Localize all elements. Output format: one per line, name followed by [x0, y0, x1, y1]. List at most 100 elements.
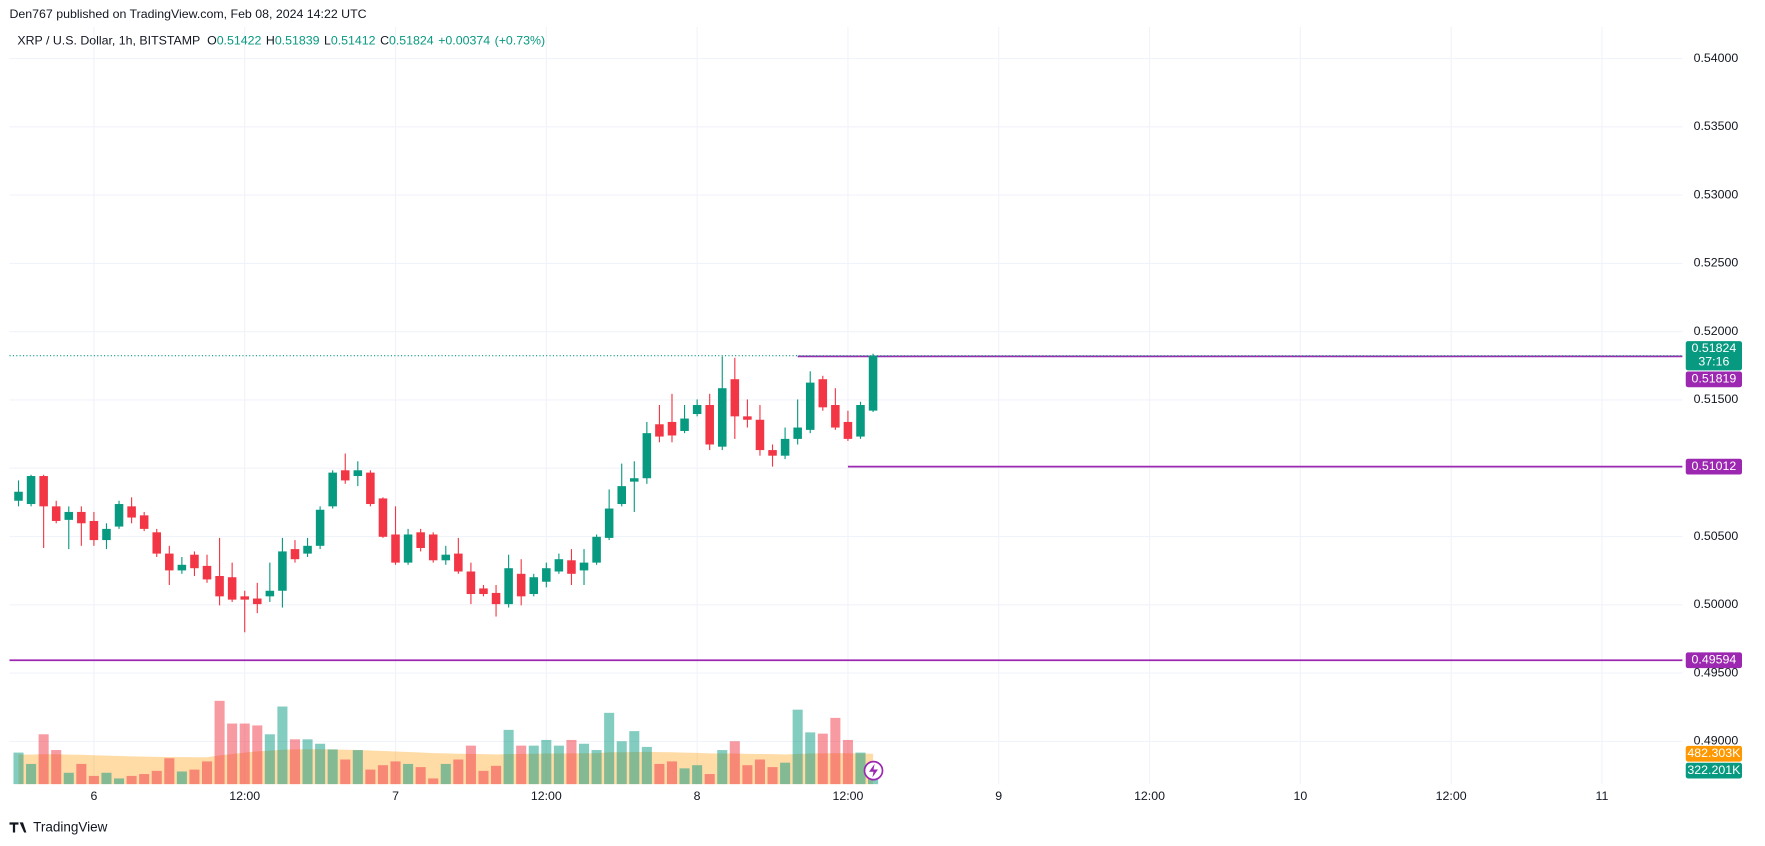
y-tick-label: 0.49500 — [1694, 665, 1739, 679]
volume-bar — [855, 752, 866, 785]
y-tick-label: 0.50000 — [1694, 597, 1739, 611]
candle-body — [454, 553, 463, 572]
price-badge-label: 322.201K — [1687, 763, 1741, 777]
volume-bar — [277, 706, 288, 785]
volume-bar — [189, 769, 200, 785]
candle-body — [340, 470, 350, 481]
candle-body — [504, 568, 513, 605]
footer-brand: TradingView — [33, 820, 108, 835]
price-badge — [1685, 652, 1742, 669]
x-tick-label: 12:00 — [1436, 789, 1467, 803]
volume-bar — [830, 717, 841, 785]
volume-bar — [440, 763, 451, 785]
indicator-icon[interactable] — [863, 760, 884, 781]
candle-body — [102, 528, 111, 541]
candle-body — [190, 554, 199, 569]
volume-bar — [805, 732, 816, 785]
candle-body — [730, 379, 740, 417]
volume-bar — [352, 750, 363, 785]
x-tick-label: 12:00 — [531, 789, 562, 803]
volume-bar — [629, 731, 640, 785]
candle-body — [139, 515, 149, 529]
candle-body — [51, 506, 61, 521]
volume-bar — [528, 745, 539, 785]
candle-body — [755, 419, 765, 451]
volume-bar — [252, 725, 263, 785]
candle-body — [303, 545, 312, 554]
candle-body — [39, 476, 48, 507]
candle-body — [529, 577, 539, 595]
y-tick-label: 0.50500 — [1694, 529, 1739, 543]
candle-body — [680, 418, 689, 431]
candle-body — [642, 433, 652, 479]
volume-bar — [692, 765, 703, 785]
x-tick-label: 6 — [90, 789, 97, 803]
volume-bar — [63, 772, 74, 785]
volume-bar — [239, 723, 250, 785]
footer-logo: TradingView — [9, 820, 108, 835]
candle-body — [77, 511, 86, 524]
candle-body — [617, 486, 626, 505]
attribution: Den767 published on TradingView.com, Feb… — [10, 7, 367, 21]
volume-bar — [76, 763, 87, 785]
price-badge-label: 0.51012 — [1692, 459, 1737, 473]
candle-body — [831, 405, 840, 428]
volume-bar — [679, 768, 690, 785]
x-tick-label: 7 — [392, 789, 399, 803]
price-badge-label: 0.49594 — [1692, 653, 1737, 667]
volume-bar — [792, 709, 803, 785]
volume-bar — [327, 749, 338, 785]
volume-bar — [51, 750, 62, 785]
volume-bar — [704, 774, 715, 785]
candle-body — [165, 553, 174, 571]
candle-body — [667, 421, 677, 436]
legend: XRP / U.S. Dollar, 1h, BITSTAMP O0.51422 H… — [17, 34, 545, 48]
volume-bar — [478, 770, 489, 785]
candle-body — [868, 355, 878, 411]
volume-bar — [754, 759, 765, 785]
y-tick-label: 0.54000 — [1694, 51, 1739, 65]
candle-body — [479, 588, 488, 595]
candle-body — [114, 504, 124, 527]
volume-bar — [503, 729, 514, 785]
candle-body — [177, 564, 187, 571]
candle-body — [717, 388, 727, 447]
candle-body — [466, 571, 476, 595]
x-tick-label: 12:00 — [832, 789, 863, 803]
volume-bar — [717, 750, 728, 785]
x-tick-label: 12:00 — [1134, 789, 1165, 803]
price-badge-label: 0.51824 — [1692, 341, 1737, 355]
candle-body — [403, 534, 413, 563]
volume-bar — [13, 752, 24, 785]
volume-bar — [390, 761, 401, 785]
price-badge — [1685, 745, 1742, 762]
y-tick-label: 0.49000 — [1694, 734, 1739, 748]
volume-bar — [139, 774, 150, 785]
candle-body — [366, 472, 375, 505]
volume-bar — [289, 739, 301, 785]
volume-bar — [566, 739, 577, 785]
candle-body — [215, 575, 224, 597]
volume-bar — [126, 775, 137, 785]
candle-body — [856, 405, 865, 437]
volume-bar — [151, 770, 162, 785]
y-tick-label: 0.53000 — [1694, 187, 1739, 201]
candle-body — [692, 405, 702, 415]
candle-body — [202, 565, 212, 580]
volume-bar — [264, 734, 275, 785]
candle-body — [353, 470, 363, 477]
candle-body — [655, 424, 664, 437]
y-tick-label: 0.52500 — [1694, 256, 1739, 270]
volume-bar — [365, 769, 376, 785]
legend-letter: L — [324, 34, 331, 48]
volume-bar — [315, 743, 326, 785]
volume-bar — [377, 765, 388, 785]
x-tick-label: 10 — [1293, 789, 1307, 803]
plot-area: 6 12:00 7 12:00 8 12:00 9 12:00 10 12:00 11 0.49000… — [9, 27, 1742, 803]
volume-bar — [491, 765, 502, 785]
candle-body — [127, 506, 136, 518]
candle-body — [780, 438, 790, 456]
volume-bar — [553, 745, 564, 785]
